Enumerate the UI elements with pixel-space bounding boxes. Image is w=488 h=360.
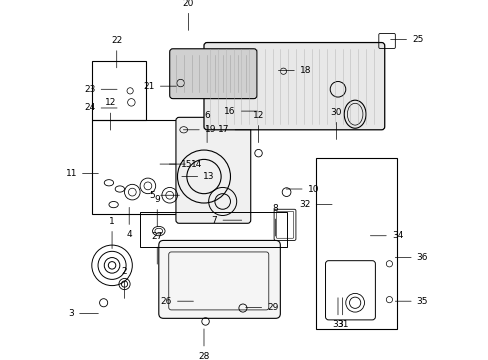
- Text: 16: 16: [224, 107, 257, 116]
- Text: 14: 14: [169, 159, 202, 168]
- Text: 11: 11: [65, 169, 98, 178]
- FancyBboxPatch shape: [176, 117, 250, 223]
- Bar: [92, 61, 146, 121]
- Text: 30: 30: [330, 108, 342, 139]
- Text: 23: 23: [84, 85, 117, 94]
- Text: 17: 17: [218, 125, 250, 134]
- Text: 6: 6: [204, 111, 209, 143]
- Text: 32: 32: [299, 200, 331, 209]
- Text: 12: 12: [104, 99, 116, 130]
- Text: 19: 19: [183, 125, 216, 134]
- Text: 2: 2: [122, 267, 127, 298]
- Text: 9: 9: [154, 195, 160, 227]
- Text: 25: 25: [390, 35, 423, 44]
- Bar: [316, 158, 396, 329]
- Text: 27: 27: [151, 233, 163, 264]
- FancyBboxPatch shape: [203, 42, 384, 130]
- Text: 3: 3: [68, 309, 98, 318]
- Text: 18: 18: [278, 66, 311, 75]
- Text: 31: 31: [336, 298, 348, 329]
- Text: 4: 4: [126, 207, 132, 239]
- Text: 20: 20: [183, 0, 194, 30]
- Text: 15: 15: [160, 159, 192, 168]
- FancyBboxPatch shape: [159, 240, 280, 318]
- Text: 5: 5: [149, 191, 179, 200]
- Text: 34: 34: [369, 231, 403, 240]
- Text: 10: 10: [285, 185, 319, 194]
- Text: 8: 8: [272, 204, 278, 236]
- Text: 29: 29: [245, 303, 278, 312]
- Text: 12: 12: [252, 111, 264, 143]
- Text: 7: 7: [211, 216, 241, 225]
- Text: 22: 22: [111, 36, 122, 68]
- Text: 36: 36: [394, 253, 427, 262]
- Bar: [92, 121, 201, 214]
- FancyBboxPatch shape: [169, 49, 256, 99]
- Text: 33: 33: [331, 298, 343, 329]
- Text: 24: 24: [84, 103, 117, 112]
- Text: 21: 21: [143, 82, 176, 91]
- Text: 28: 28: [198, 329, 209, 360]
- Text: 1: 1: [109, 217, 115, 248]
- Text: 26: 26: [160, 297, 193, 306]
- Text: 13: 13: [182, 172, 214, 181]
- Text: 35: 35: [394, 297, 427, 306]
